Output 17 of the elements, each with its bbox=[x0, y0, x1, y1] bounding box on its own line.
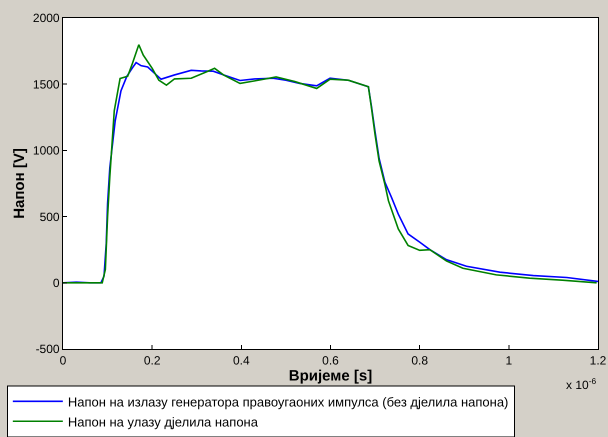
y-tick-label: 1500 bbox=[32, 77, 60, 92]
text: x 10$^{-6}$ bbox=[566, 376, 596, 392]
x-tick-label: 0.8 bbox=[411, 353, 428, 368]
x-tick-label: 1 bbox=[505, 353, 512, 368]
y-tick-label: -500 bbox=[36, 342, 60, 356]
x-tick-label: 1.2 bbox=[590, 353, 607, 368]
y-tick-label: 2000 bbox=[32, 11, 60, 26]
y-axis-title: Напон [V] bbox=[11, 148, 28, 219]
x-tick-label: 0.4 bbox=[232, 353, 250, 368]
y-tick-label: 0 bbox=[52, 276, 60, 290]
x-tick-label: 0.6 bbox=[322, 353, 340, 368]
x-axis-title: Вријеме [s] bbox=[288, 367, 372, 384]
y-tick-label: 500 bbox=[40, 210, 60, 224]
legend-label: Напон на излазу генератора правоугаоних импулса (без дјелила напона) bbox=[68, 394, 508, 410]
legend-label: Напон на улазу дјелила напона bbox=[68, 414, 259, 430]
x-tick-label: 0.2 bbox=[144, 353, 161, 368]
y-tick-label: 1000 bbox=[32, 144, 60, 158]
